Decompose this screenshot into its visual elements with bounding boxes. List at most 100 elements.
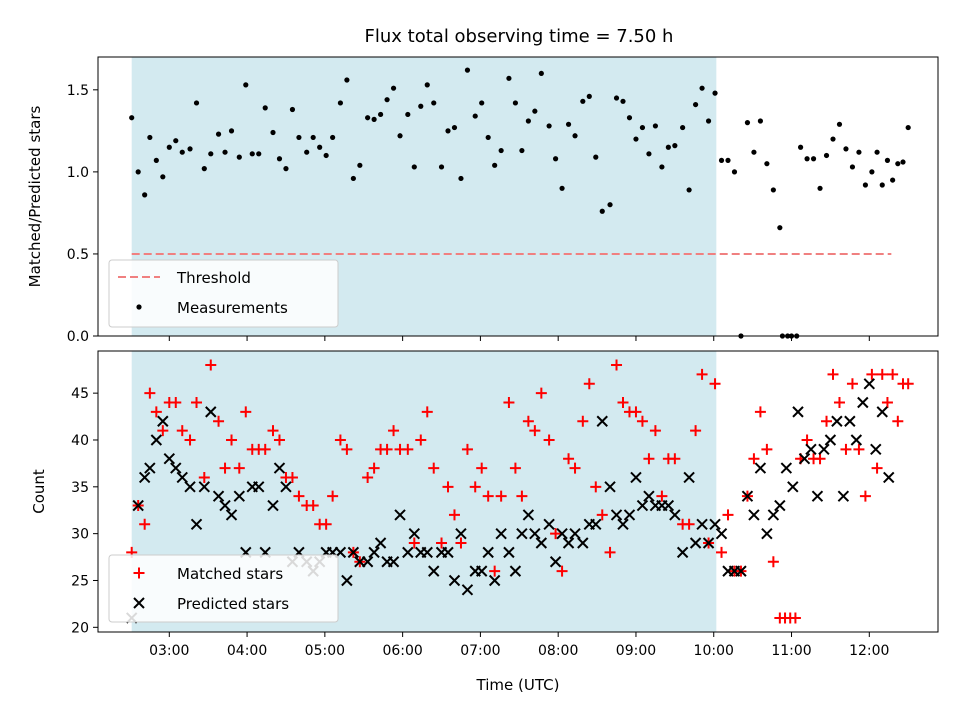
predicted-point [798, 453, 811, 465]
measurement-point [424, 82, 430, 88]
measurement-point [884, 157, 891, 163]
measurement-point [718, 157, 725, 163]
matched-point [722, 509, 734, 521]
measurement-point [599, 208, 605, 214]
measurement-point [236, 154, 242, 160]
measurement-point [270, 129, 276, 136]
predicted-point [818, 443, 830, 456]
predicted-point [715, 527, 728, 540]
predicted-point [535, 537, 548, 549]
measurement-point [856, 149, 862, 155]
top-x-ticks [168, 336, 870, 341]
matched-point [604, 546, 616, 558]
measurement-point [243, 82, 249, 88]
measurement-point [317, 144, 323, 150]
y-tick-label: 40 [71, 433, 89, 449]
matched-point [669, 453, 681, 465]
matched-point [881, 397, 893, 409]
matched-stars-series [126, 359, 914, 624]
matched-point [205, 359, 217, 371]
matched-point [761, 443, 773, 455]
predicted-point [233, 490, 246, 502]
measurement-point [390, 85, 397, 91]
matched-point [683, 518, 695, 530]
y-tick-label: 20 [71, 620, 89, 636]
measurement-point [498, 147, 504, 154]
measurement-point [458, 175, 464, 182]
measurement-point [519, 147, 525, 154]
measurement-point [725, 157, 731, 163]
count-panel: 20 25 30 35 40 45 03:00 04:00 05:00 06:00 07:00 08… [30, 350, 939, 694]
measurement-point [843, 146, 849, 152]
matched-point [139, 518, 151, 530]
predicted-point [754, 462, 767, 474]
predicted-point [689, 537, 702, 549]
matched-point [455, 537, 467, 549]
matched-point [233, 462, 245, 474]
measurement-point [712, 90, 718, 96]
measurement-point [804, 156, 810, 162]
measurement-point [330, 134, 336, 141]
matched-point [636, 415, 648, 427]
measurement-point [492, 162, 498, 168]
measurement-point [646, 151, 652, 157]
measurement-point [830, 136, 836, 142]
predicted-point [761, 527, 773, 540]
measurement-point [757, 118, 764, 124]
predicted-point [212, 490, 225, 502]
measurement-point [262, 105, 268, 111]
matched-point [341, 443, 353, 455]
x-tick-label: 10:00 [694, 643, 734, 659]
matched-point [442, 481, 454, 493]
predicted-point [503, 546, 515, 559]
matched-point [495, 490, 507, 502]
matched-point [273, 434, 285, 446]
measurement-point [160, 174, 166, 180]
measurement-point [512, 100, 519, 106]
predicted-point [844, 415, 856, 427]
matched-point [630, 406, 642, 418]
matched-point [716, 546, 728, 558]
predicted-point [630, 471, 642, 484]
predicted-point [604, 481, 616, 493]
predicted-point [683, 471, 695, 484]
matched-point [259, 443, 271, 455]
bottom-y-axis: 20 25 30 35 40 45 [71, 386, 98, 636]
matched-point [709, 378, 721, 390]
measurement-point [744, 120, 751, 126]
bottom-y-axis-label: Count [30, 469, 48, 514]
matched-point [476, 462, 488, 474]
matched-point [213, 415, 225, 427]
matched-point [436, 537, 448, 549]
predicted-point [273, 462, 286, 474]
measurement-point [228, 128, 235, 134]
predicted-point [774, 499, 786, 512]
matched-point [448, 509, 460, 521]
legend-predicted-label: Predicted stars [177, 595, 289, 613]
predicted-point [569, 527, 581, 540]
predicted-point [643, 490, 655, 502]
measurement-point [731, 169, 738, 175]
measurement-point [310, 134, 316, 141]
measurement-point [665, 144, 671, 150]
matched-point [543, 434, 555, 446]
predicted-point [455, 527, 467, 540]
legend-predicted-swatch [133, 597, 145, 609]
matched-point [866, 368, 878, 380]
measurement-point [337, 100, 344, 106]
predicted-point [850, 434, 863, 446]
predicted-point [748, 509, 760, 521]
measurement-point [464, 67, 471, 73]
measurement-point [580, 98, 586, 104]
matched-point [649, 425, 661, 437]
measurement-point [147, 134, 153, 141]
matched-point [656, 490, 668, 502]
measurement-point [208, 151, 214, 157]
measurement-point [129, 115, 135, 121]
predicted-point [144, 462, 156, 474]
measurement-point [323, 152, 329, 159]
measurement-point [613, 95, 620, 101]
matched-point [327, 490, 339, 502]
measurement-point [823, 152, 830, 159]
